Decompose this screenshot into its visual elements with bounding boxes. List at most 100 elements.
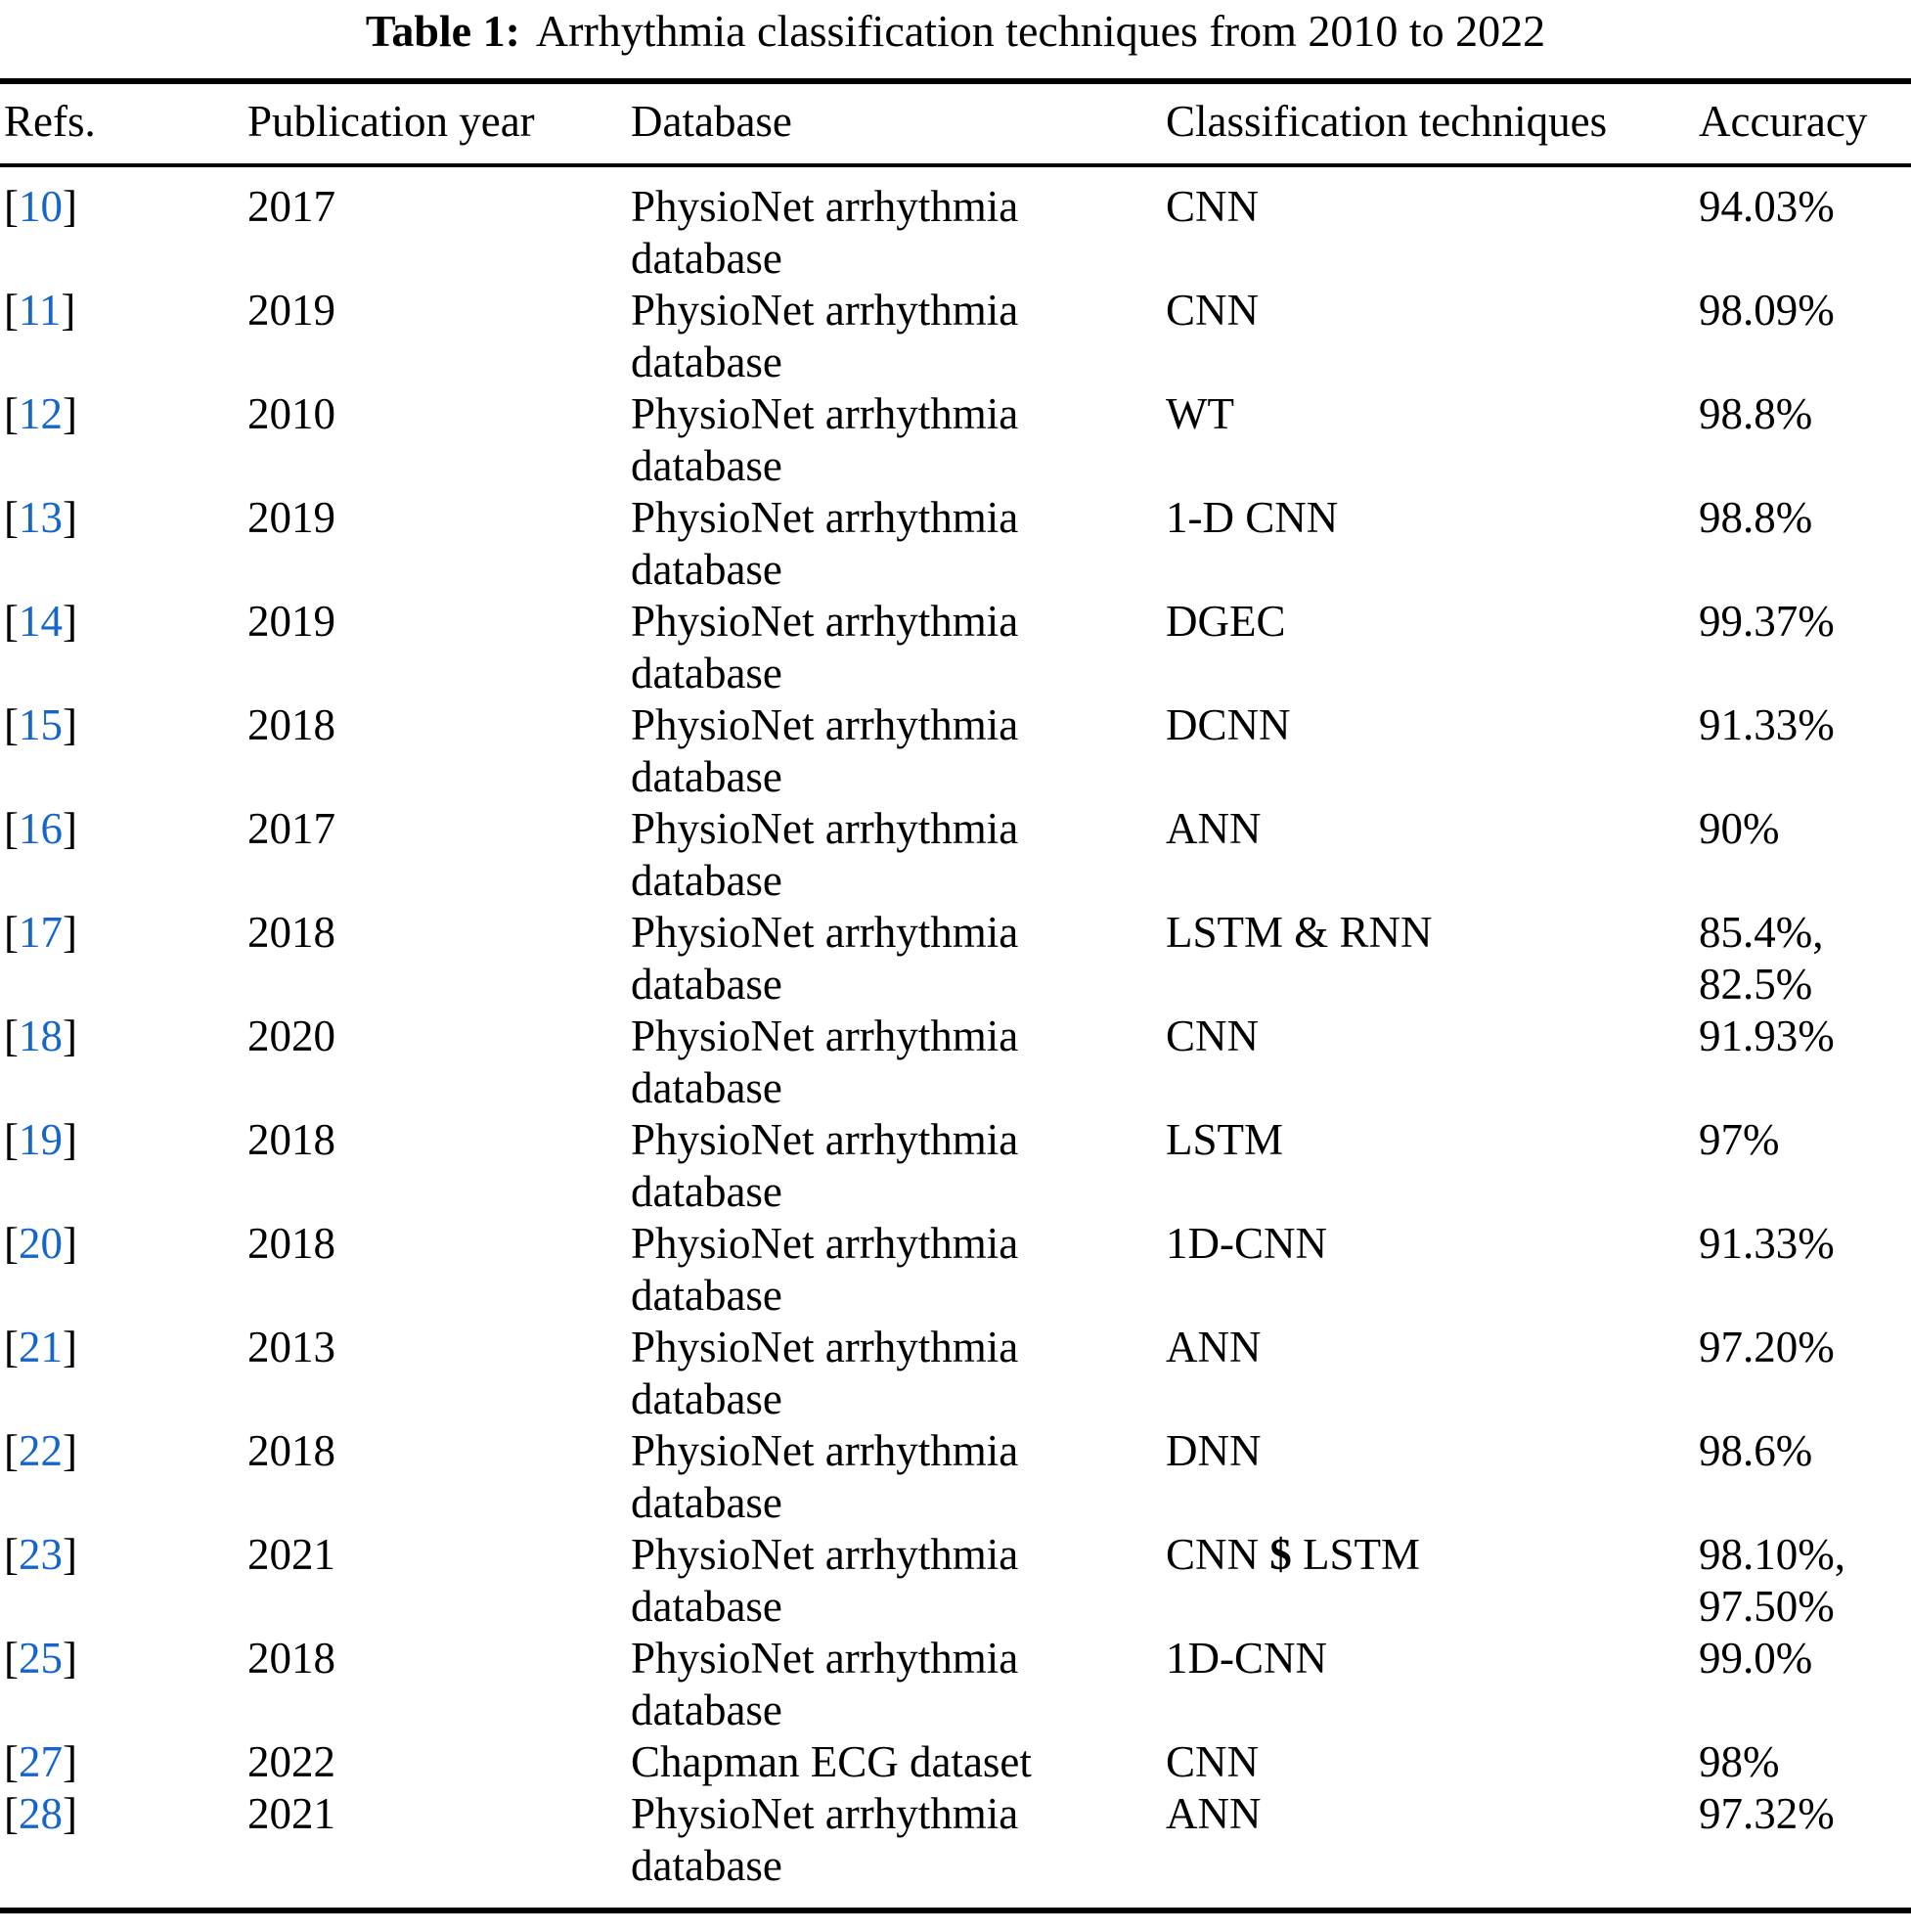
citation-link[interactable]: 18 <box>19 1011 63 1060</box>
ref-bracket-close: ] <box>63 1426 77 1475</box>
technique-cell: ANN <box>1166 1789 1262 1838</box>
database-cell: PhysioNet arrhythmia database <box>631 1115 1019 1216</box>
table-row: [23] 2021 PhysioNet arrhythmia database CNN… <box>0 1529 1911 1633</box>
ref-bracket-close: ] <box>63 1011 77 1060</box>
ref-bracket-close: ] <box>63 597 77 646</box>
table-caption-text: Arrhythmia classification techniques fro… <box>535 6 1546 56</box>
accuracy-cell: 98% <box>1699 1737 1780 1786</box>
table-row: [12] 2010 PhysioNet arrhythmia database WT 9… <box>0 388 1911 492</box>
citation-link[interactable]: 13 <box>19 493 63 542</box>
accuracy-cell: 98.6% <box>1699 1426 1813 1475</box>
ref-bracket-open: [ <box>4 1634 19 1683</box>
ref-bracket-close: ] <box>63 1634 77 1683</box>
year-cell: 2018 <box>247 1115 335 1164</box>
accuracy-cell: 97% <box>1699 1115 1780 1164</box>
ref-cell: [17] <box>0 907 247 1011</box>
technique-cell: CNN <box>1166 286 1260 335</box>
year-cell: 2013 <box>247 1323 335 1371</box>
year-cell: 2019 <box>247 597 335 646</box>
database-cell: PhysioNet arrhythmia database <box>631 1219 1019 1320</box>
year-cell: 2021 <box>247 1530 335 1579</box>
technique-cell: DGEC <box>1166 597 1286 646</box>
ref-bracket-open: [ <box>4 182 19 231</box>
citation-link[interactable]: 10 <box>19 182 63 231</box>
ref-bracket-close: ] <box>63 700 77 749</box>
table-row: [28] 2021 PhysioNet arrhythmia database ANN… <box>0 1788 1911 1910</box>
year-cell: 2019 <box>247 493 335 542</box>
technique-cell: LSTM <box>1166 1115 1284 1164</box>
database-cell: PhysioNet arrhythmia database <box>631 1426 1019 1527</box>
ref-bracket-close: ] <box>61 286 76 335</box>
database-cell: PhysioNet arrhythmia database <box>631 493 1019 594</box>
table-caption: Table 1: Arrhythmia classification techni… <box>0 0 1911 59</box>
citation-link[interactable]: 17 <box>19 908 63 957</box>
ref-bracket-open: [ <box>4 1530 19 1579</box>
technique-cell: CNN <box>1166 1011 1260 1060</box>
table-row: [14] 2019 PhysioNet arrhythmia database DGE… <box>0 596 1911 699</box>
ref-bracket-open: [ <box>4 286 19 335</box>
year-cell: 2017 <box>247 804 335 853</box>
header-row: Refs. Publication year Database Classifi… <box>0 81 1911 167</box>
technique-cell: 1D-CNN <box>1166 1219 1327 1268</box>
database-cell: PhysioNet arrhythmia database <box>631 1323 1019 1423</box>
ref-bracket-close: ] <box>63 1737 77 1786</box>
year-cell: 2020 <box>247 1011 335 1060</box>
citation-link[interactable]: 21 <box>19 1323 63 1371</box>
citation-link[interactable]: 28 <box>19 1789 63 1838</box>
table-row: [18] 2020 PhysioNet arrhythmia database CNN… <box>0 1011 1911 1114</box>
database-cell: PhysioNet arrhythmia database <box>631 182 1019 283</box>
ref-bracket-close: ] <box>63 389 77 438</box>
ref-bracket-open: [ <box>4 1789 19 1838</box>
year-cell: 2010 <box>247 389 335 438</box>
ref-bracket-open: [ <box>4 597 19 646</box>
citation-link[interactable]: 14 <box>19 597 63 646</box>
ref-bracket-open: [ <box>4 1737 19 1786</box>
database-cell: PhysioNet arrhythmia database <box>631 804 1019 905</box>
citation-link[interactable]: 12 <box>19 389 63 438</box>
citation-link[interactable]: 16 <box>19 804 63 853</box>
accuracy-cell: 98.09% <box>1699 286 1835 335</box>
ref-bracket-close: ] <box>63 1789 77 1838</box>
ref-bracket-close: ] <box>63 1530 77 1579</box>
ref-cell: [18] <box>0 1011 247 1114</box>
ref-bracket-close: ] <box>63 1323 77 1371</box>
ref-cell: [11] <box>0 285 247 388</box>
database-cell: PhysioNet arrhythmia database <box>631 389 1019 490</box>
ref-cell: [22] <box>0 1425 247 1529</box>
col-header-database: Database <box>631 81 1166 167</box>
accuracy-cell: 91.93% <box>1699 1011 1835 1060</box>
col-header-refs: Refs. <box>0 81 247 167</box>
database-cell: PhysioNet arrhythmia database <box>631 908 1019 1009</box>
accuracy-cell: 98.8% <box>1699 389 1813 438</box>
citation-link[interactable]: 22 <box>19 1426 63 1475</box>
ref-bracket-close: ] <box>63 182 77 231</box>
accuracy-cell: 98.10%, 97.50% <box>1699 1530 1845 1631</box>
accuracy-cell: 94.03% <box>1699 182 1835 231</box>
citation-link[interactable]: 11 <box>19 286 62 335</box>
ref-bracket-open: [ <box>4 804 19 853</box>
table-row: [16] 2017 PhysioNet arrhythmia database ANN… <box>0 803 1911 907</box>
accuracy-cell: 91.33% <box>1699 1219 1835 1268</box>
citation-link[interactable]: 27 <box>19 1737 63 1786</box>
technique-cell: 1-D CNN <box>1166 493 1339 542</box>
ref-bracket-open: [ <box>4 908 19 957</box>
ref-bracket-open: [ <box>4 1011 19 1060</box>
ref-cell: [13] <box>0 492 247 596</box>
col-header-technique: Classification techniques <box>1166 81 1699 167</box>
ref-cell: [12] <box>0 388 247 492</box>
technique-cell: CNN <box>1166 182 1260 231</box>
col-header-accuracy: Accuracy <box>1699 81 1911 167</box>
citation-link[interactable]: 15 <box>19 700 63 749</box>
accuracy-cell: 99.37% <box>1699 597 1835 646</box>
arrhythmia-classification-table: Refs. Publication year Database Classifi… <box>0 78 1911 1913</box>
table-row: [10] 2017 PhysioNet arrhythmia database CNN… <box>0 165 1911 285</box>
citation-link[interactable]: 20 <box>19 1219 63 1268</box>
ref-bracket-close: ] <box>63 493 77 542</box>
citation-link[interactable]: 19 <box>19 1115 63 1164</box>
citation-link[interactable]: 25 <box>19 1634 63 1683</box>
accuracy-cell: 97.20% <box>1699 1323 1835 1371</box>
year-cell: 2018 <box>247 1219 335 1268</box>
citation-link[interactable]: 23 <box>19 1530 63 1579</box>
database-cell: PhysioNet arrhythmia database <box>631 597 1019 697</box>
accuracy-cell: 90% <box>1699 804 1780 853</box>
